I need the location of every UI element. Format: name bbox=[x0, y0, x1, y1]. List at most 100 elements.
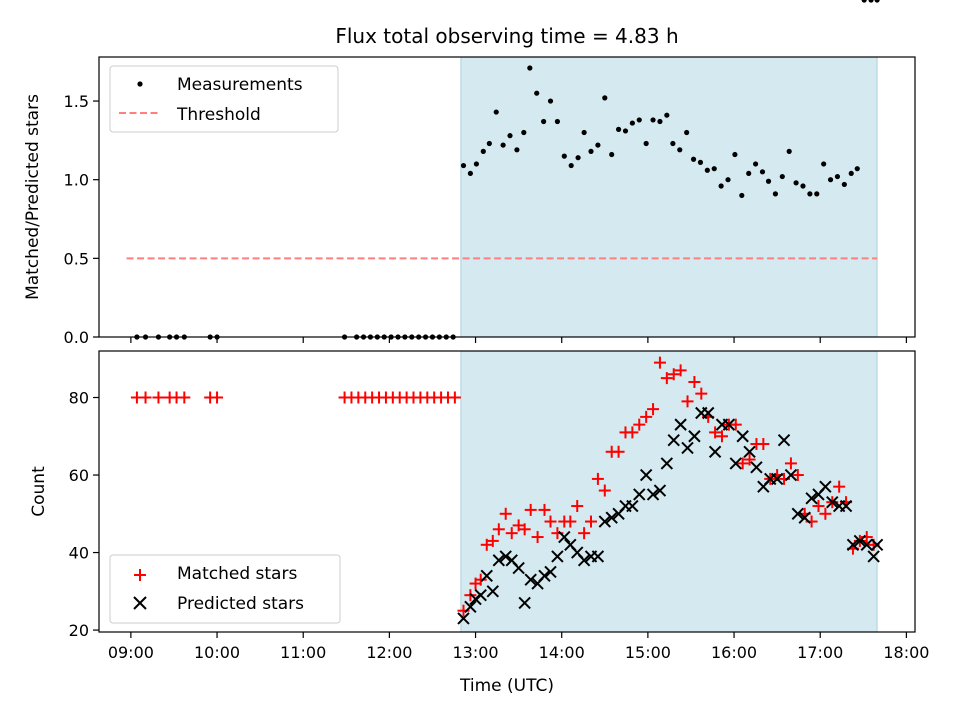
matched-star-point bbox=[499, 507, 512, 520]
measurement-point bbox=[739, 192, 745, 199]
y-tick-label: 0.5 bbox=[64, 249, 89, 268]
count-y-axis: 20 40 60 80 bbox=[69, 389, 99, 640]
measurement-point bbox=[609, 151, 615, 158]
measurement-point bbox=[861, 0, 867, 3]
x-tick-label: 12:00 bbox=[366, 643, 412, 662]
predicted-star-point bbox=[826, 495, 839, 509]
predicted-star-point bbox=[605, 511, 618, 524]
matched-star-point bbox=[531, 531, 544, 544]
predicted-star-point bbox=[688, 430, 701, 443]
predicted-star-point bbox=[870, 538, 884, 552]
measurement-point bbox=[588, 148, 594, 154]
predicted-star-point bbox=[750, 461, 763, 474]
measurement-point bbox=[786, 148, 792, 154]
predicted-star-point bbox=[770, 472, 784, 486]
measurement-point bbox=[772, 191, 779, 197]
measurement-point bbox=[657, 118, 663, 125]
measurement-point bbox=[800, 183, 806, 189]
measurement-point bbox=[752, 161, 759, 167]
predicted-star-point bbox=[653, 484, 667, 497]
measurement-point bbox=[684, 129, 690, 136]
matched-star-point bbox=[591, 472, 604, 485]
matched-star-point bbox=[474, 573, 487, 586]
ratio-panel-frame bbox=[98, 56, 916, 338]
matched-star-point bbox=[674, 364, 687, 377]
measurement-point bbox=[480, 148, 486, 154]
x-tick-label: 18:00 bbox=[883, 643, 929, 662]
measurement-point bbox=[602, 95, 608, 101]
count-y-axis-label: Count bbox=[29, 466, 49, 517]
matched-star-point bbox=[626, 426, 639, 439]
matched-star-point bbox=[653, 356, 666, 369]
predicted-star-point bbox=[784, 468, 798, 482]
measurement-point bbox=[697, 159, 704, 165]
matched-star-point bbox=[715, 430, 728, 443]
matched-star-point bbox=[729, 418, 742, 431]
measurement-point bbox=[814, 191, 820, 197]
x-tick-label: 16:00 bbox=[711, 643, 757, 662]
matched-star-point bbox=[564, 515, 577, 528]
measurement-point bbox=[868, 0, 874, 3]
predicted-star-point bbox=[660, 457, 674, 470]
ratio-y-axis-label: Matched/Predicted stars bbox=[23, 94, 43, 300]
measurement-point bbox=[848, 170, 854, 177]
y-tick-label: 1.0 bbox=[64, 171, 89, 190]
matched-star-point bbox=[743, 453, 756, 466]
measurement-point bbox=[575, 155, 581, 161]
measurement-point bbox=[670, 140, 676, 147]
matched-star-point bbox=[688, 376, 701, 389]
x-tick-label: 11:00 bbox=[280, 643, 326, 662]
ratio-plot-area bbox=[126, 0, 880, 340]
measurement-point bbox=[521, 129, 527, 136]
predicted-star-point bbox=[544, 565, 557, 579]
measurement-point bbox=[473, 161, 480, 167]
measurement-point bbox=[554, 118, 561, 125]
matched-star-point bbox=[518, 523, 531, 536]
legend-matched-marker bbox=[134, 569, 146, 581]
measurement-point bbox=[486, 140, 492, 147]
measurement-point bbox=[874, 0, 880, 3]
predicted-star-point bbox=[729, 457, 742, 470]
predicted-star-point bbox=[492, 554, 506, 567]
measurement-point bbox=[467, 170, 473, 177]
measurement-point bbox=[718, 183, 724, 189]
measurement-point bbox=[595, 142, 601, 148]
measurement-point bbox=[541, 118, 547, 125]
predicted-star-point bbox=[701, 406, 715, 420]
ratio-y-axis: 0.0 0.5 1.0 1.5 bbox=[64, 92, 99, 347]
ratio-legend: Measurements Threshold bbox=[109, 65, 339, 133]
count-panel-frame bbox=[98, 350, 916, 633]
y-tick-label: 40 bbox=[69, 544, 89, 563]
predicted-star-point bbox=[538, 569, 551, 583]
matched-star-point bbox=[505, 527, 518, 540]
predicted-star-point bbox=[839, 499, 853, 513]
measurement-point bbox=[527, 65, 533, 71]
matched-star-point bbox=[833, 480, 846, 493]
predicted-star-point bbox=[591, 550, 605, 563]
predicted-star-point bbox=[598, 515, 612, 528]
predicted-star-point bbox=[524, 573, 537, 586]
chart-title: Flux total observing time = 4.83 h bbox=[335, 24, 678, 48]
measurement-point bbox=[615, 126, 622, 132]
measurement-point bbox=[493, 109, 499, 115]
y-tick-label: 80 bbox=[69, 389, 89, 408]
measurement-point bbox=[759, 169, 766, 175]
predicted-star-point bbox=[791, 507, 805, 520]
legend-matched-label: Matched stars bbox=[177, 564, 297, 584]
matched-star-point bbox=[524, 503, 537, 516]
measurement-point bbox=[643, 140, 649, 147]
predicted-star-point bbox=[805, 492, 818, 505]
measurement-point bbox=[807, 191, 813, 197]
measurement-point bbox=[725, 177, 731, 183]
legend-threshold-label: Threshold bbox=[176, 105, 261, 125]
measurement-point bbox=[650, 117, 656, 123]
matched-star-point bbox=[486, 534, 499, 547]
predicted-star-point bbox=[860, 538, 873, 552]
matched-star-point bbox=[812, 500, 825, 513]
predicted-star-point bbox=[499, 550, 512, 563]
matched-star-point bbox=[448, 391, 461, 404]
measurement-point bbox=[746, 170, 752, 177]
predicted-star-point bbox=[743, 445, 756, 458]
matched-star-point bbox=[578, 527, 591, 540]
